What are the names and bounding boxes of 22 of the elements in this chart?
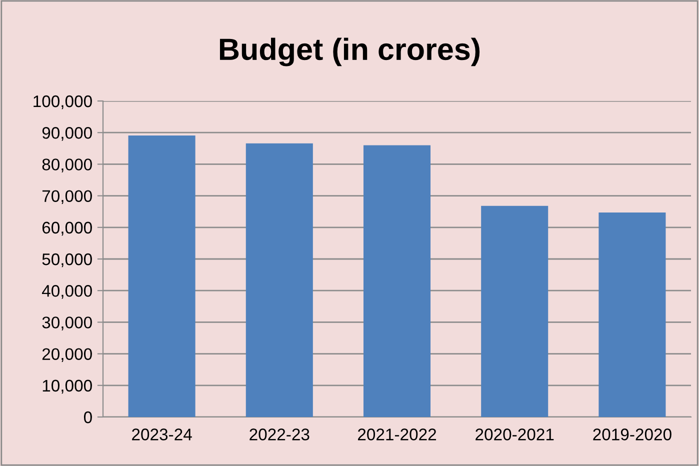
x-tick-label: 2019-2020	[593, 428, 672, 440]
y-tick-label: 90,000	[42, 127, 92, 141]
y-tick-label: 100,000	[34, 95, 92, 110]
x-tick-label: 2020-2021	[476, 428, 554, 440]
bar	[128, 135, 196, 417]
y-tick-label: 40,000	[42, 285, 92, 299]
bar	[598, 212, 666, 417]
y-tick-label: 80,000	[42, 158, 92, 172]
y-tick-label: 20,000	[42, 348, 92, 362]
chart-title: Budget (in crores)	[220, 38, 480, 66]
x-tick-label: 2021-2022	[358, 428, 436, 440]
y-tick-label: 30,000	[42, 316, 92, 330]
y-tick-label: 70,000	[42, 190, 92, 204]
bar	[363, 145, 431, 417]
y-tick-label: 0	[84, 411, 92, 424]
bar	[481, 206, 548, 417]
y-tick-label: 60,000	[42, 222, 92, 236]
x-tick-label: 2022-23	[250, 428, 310, 440]
y-tick-label: 50,000	[42, 253, 92, 268]
y-tick-label: 10,000	[42, 380, 92, 394]
bar	[246, 143, 313, 417]
x-tick-label: 2023-24	[132, 428, 192, 440]
